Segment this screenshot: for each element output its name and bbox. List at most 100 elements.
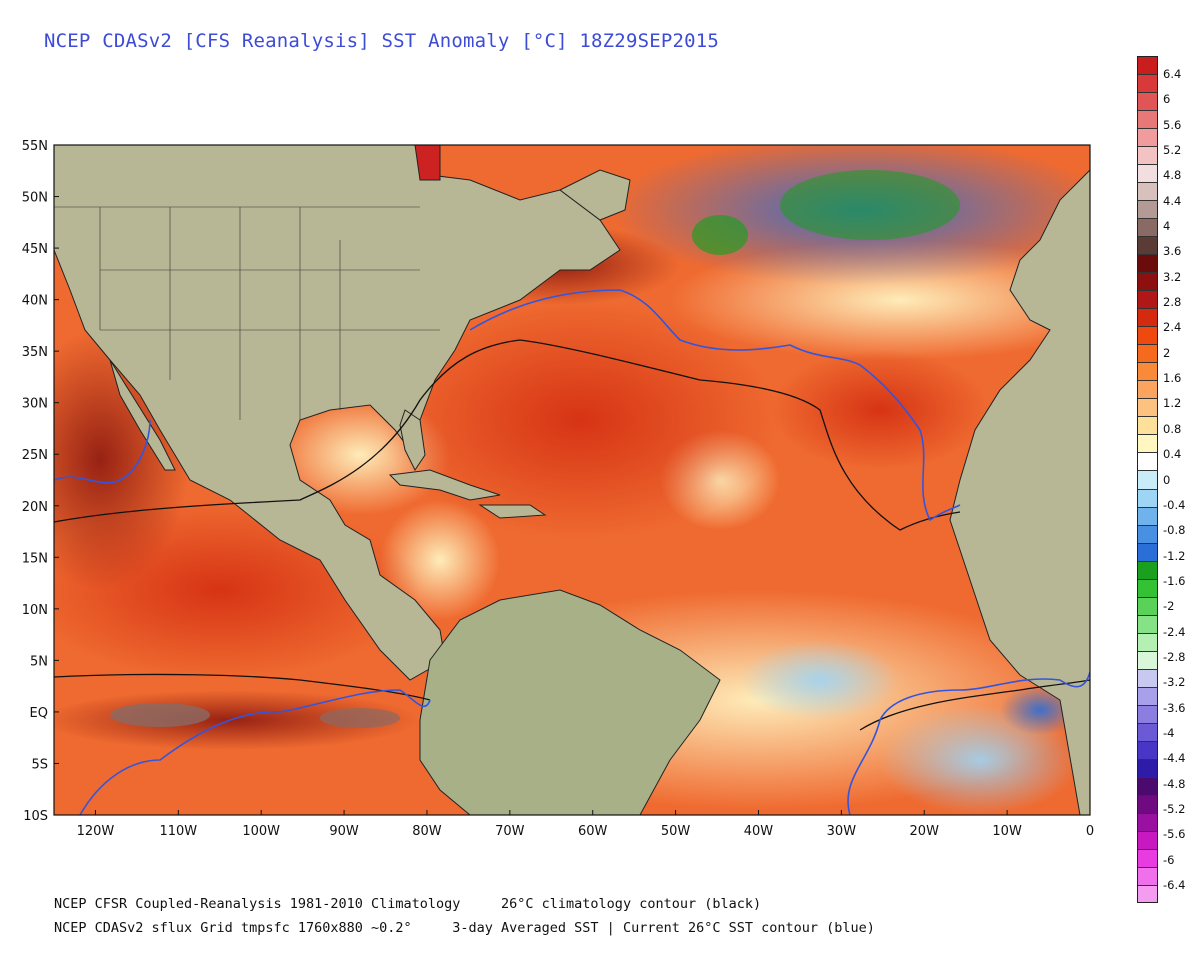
footer-line-2: NCEP CDASv2 sflux Grid tmpsfc 1760x880 ~… xyxy=(54,920,875,936)
colorbar-swatch xyxy=(1137,380,1158,399)
lon-tick-label: 40W xyxy=(744,824,774,839)
colorbar-swatch xyxy=(1137,722,1158,741)
colorbar-swatch xyxy=(1137,290,1158,309)
colorbar-tick-label: -6 xyxy=(1163,852,1175,867)
colorbar-tick-label: -4.8 xyxy=(1163,776,1186,791)
colorbar-tick-label: 3.2 xyxy=(1163,269,1182,284)
colorbar-tick-label: -1.6 xyxy=(1163,573,1186,588)
colorbar-swatch xyxy=(1137,758,1158,777)
colorbar-swatch xyxy=(1137,362,1158,381)
lon-tick-label: 80W xyxy=(412,824,442,839)
lon-tick-label: 60W xyxy=(578,824,608,839)
north-america-land xyxy=(54,145,621,681)
lon-tick-label: 120W xyxy=(77,824,115,839)
el-nino-core-east xyxy=(320,708,400,728)
lat-tick-label: 30N xyxy=(22,397,48,412)
cuba-land xyxy=(388,469,501,501)
lon-tick-label: 30W xyxy=(827,824,857,839)
colorbar-tick-label: 1.2 xyxy=(1163,396,1182,411)
colorbar-swatch xyxy=(1137,668,1158,687)
cold-core-green xyxy=(780,170,960,240)
lat-tick-label: 5S xyxy=(31,757,48,772)
map-frame xyxy=(53,144,1091,816)
colorbar-tick-label: -0.8 xyxy=(1163,523,1186,538)
colorbar-swatch xyxy=(1137,398,1158,417)
lat-tick-label: 10S xyxy=(23,809,48,824)
lon-tick-label: 70W xyxy=(495,824,525,839)
colorbar-tick-label: -2.4 xyxy=(1163,624,1186,639)
lat-tick-label: 45N xyxy=(22,242,48,257)
colorbar-swatch xyxy=(1137,164,1158,183)
colorbar-tick-label: -4.4 xyxy=(1163,751,1186,766)
lon-tick-label: 110W xyxy=(159,824,197,839)
colorbar-tick-label: 4 xyxy=(1163,219,1171,234)
colorbar-swatch xyxy=(1137,344,1158,363)
colorbar-tick-label: 4.8 xyxy=(1163,168,1182,183)
colorbar-tick-label: -4 xyxy=(1163,725,1175,740)
colorbar-tick-label: -2 xyxy=(1163,599,1175,614)
colorbar-swatch xyxy=(1137,182,1158,201)
lat-tick-label: 25N xyxy=(22,448,48,463)
colorbar-swatch xyxy=(1137,596,1158,615)
colorbar-swatch xyxy=(1137,578,1158,597)
lat-tick-label: 20N xyxy=(22,500,48,515)
colorbar-tick-label: 5.6 xyxy=(1163,117,1182,132)
colorbar-swatch xyxy=(1137,632,1158,651)
colorbar-swatch xyxy=(1137,254,1158,273)
colorbar-swatch xyxy=(1137,704,1158,723)
colorbar-swatch xyxy=(1137,146,1158,165)
lat-tick-label: 15N xyxy=(22,551,48,566)
colorbar-swatch xyxy=(1137,56,1158,75)
cold-core-green-west xyxy=(692,215,748,255)
florida-land xyxy=(399,409,426,471)
colorbar-swatch xyxy=(1137,812,1158,831)
climatology-contour-south xyxy=(859,679,1090,731)
colorbar-tick-label: 0.4 xyxy=(1163,447,1182,462)
colorbar-tick-label: -1.2 xyxy=(1163,548,1186,563)
baja-california-land xyxy=(109,359,176,471)
colorbar-swatch xyxy=(1137,614,1158,633)
south-atlantic-cool-1 xyxy=(740,640,900,720)
colorbar-swatch xyxy=(1137,686,1158,705)
colorbar-tick-label: 2 xyxy=(1163,345,1171,360)
lon-tick-label: 10W xyxy=(992,824,1022,839)
footer-line-1: NCEP CFSR Coupled-Reanalysis 1981-2010 C… xyxy=(54,896,762,912)
longitude-axis: 120W 110W 100W 90W 80W 70W 60W 50W 40W 30W 20W 10W 0 xyxy=(77,810,1094,839)
colorbar-swatch xyxy=(1137,830,1158,849)
colorbar-tick-label: 2.4 xyxy=(1163,320,1182,335)
colorbar-swatch xyxy=(1137,560,1158,579)
hispaniola-land xyxy=(478,504,547,519)
colorbar-swatch xyxy=(1137,218,1158,237)
current-sst-contour-south xyxy=(847,671,1090,815)
east-atlantic-warm xyxy=(770,350,990,470)
colorbar-swatch xyxy=(1137,542,1158,561)
current-sst-contour-north xyxy=(54,289,961,522)
colorbar-swatch xyxy=(1137,200,1158,219)
colorbar-swatch xyxy=(1137,326,1158,345)
colorbar-swatch xyxy=(1137,74,1158,93)
map-field xyxy=(54,145,1090,815)
lat-tick-label: 10N xyxy=(22,603,48,618)
lat-tick-label: EQ xyxy=(30,706,48,721)
colorbar-swatch xyxy=(1137,416,1158,435)
colorbar-tick-label: -3.2 xyxy=(1163,675,1186,690)
colorbar-swatch xyxy=(1137,434,1158,453)
lon-tick-label: 50W xyxy=(661,824,691,839)
colorbar-tick-label: 2.8 xyxy=(1163,295,1182,310)
map-title: NCEP CDASv2 [CFS Reanalysis] SST Anomaly… xyxy=(44,30,720,52)
colorbar-tick-label: -2.8 xyxy=(1163,649,1186,664)
colorbar-tick-label: -0.4 xyxy=(1163,497,1186,512)
colorbar-tick-label: 0.8 xyxy=(1163,421,1182,436)
lon-tick-label: 90W xyxy=(329,824,359,839)
lat-tick-label: 50N xyxy=(22,191,48,206)
greenland-fjord-warm xyxy=(414,145,441,181)
colorbar-tick-label: 1.6 xyxy=(1163,371,1182,386)
climatology-contour-pacific-eq xyxy=(54,673,431,701)
colorbar-swatch xyxy=(1137,110,1158,129)
latitude-axis: 55N 50N 45N 40N 35N 30N 25N 20N 15N 10N 5N EQ 5S 10S xyxy=(22,139,59,824)
colorbar-swatch xyxy=(1137,128,1158,147)
lon-tick-label: 20W xyxy=(910,824,940,839)
colorbar-tick-label: 3.6 xyxy=(1163,244,1182,259)
el-nino-core xyxy=(110,703,210,727)
